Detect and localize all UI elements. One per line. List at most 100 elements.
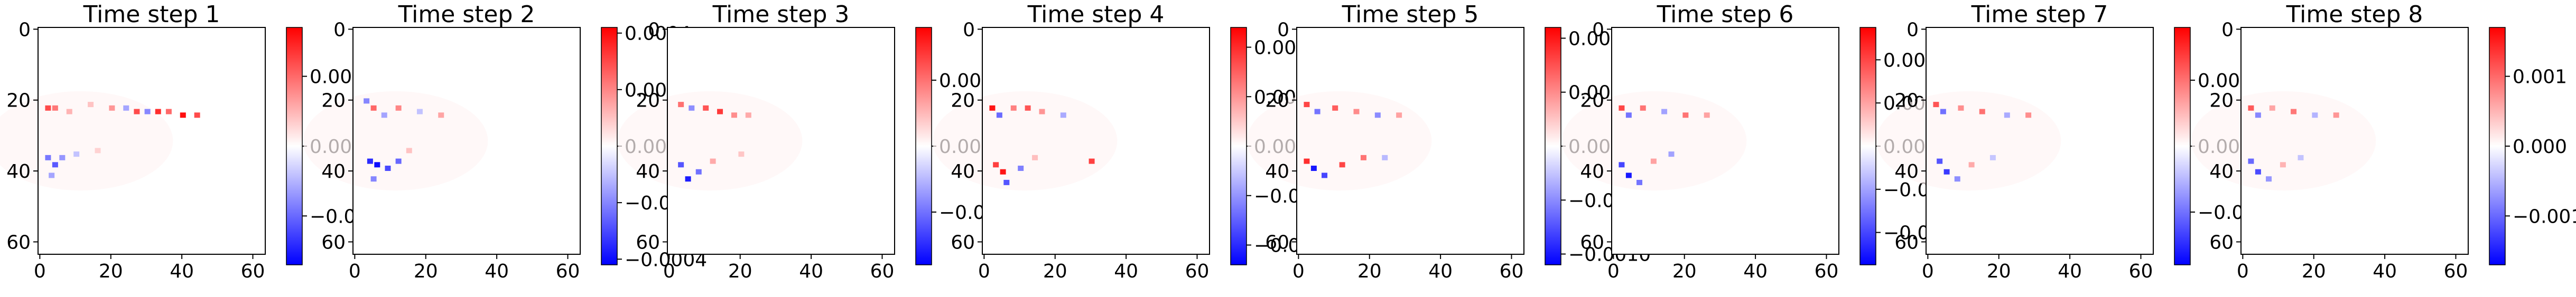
- heatmap-cell: [144, 109, 151, 114]
- x-tick-label: 20: [2302, 261, 2326, 282]
- y-tick-label: 60: [321, 232, 346, 253]
- heatmap-cell: [45, 155, 51, 160]
- heatmap-cell: [1032, 155, 1038, 160]
- heatmap-cell: [1943, 169, 1950, 175]
- panel-7: Time step 702040600204060−0.00050.00000.…: [1876, 1, 2280, 282]
- y-tick-label: 0: [1907, 19, 1919, 41]
- colorbar: [601, 27, 618, 265]
- wake-region: [0, 91, 173, 191]
- x-tick-label: 0: [1922, 261, 1934, 282]
- x-tick-label: 60: [870, 261, 895, 282]
- x-tick-label: 40: [485, 261, 509, 282]
- heatmap-cell: [689, 105, 695, 111]
- heatmap-cell: [59, 155, 66, 160]
- panel-1: Time step 102040600204060−0.0010.0000.00…: [0, 1, 380, 282]
- y-tick-label: 60: [636, 232, 660, 253]
- heatmap-cell: [95, 148, 101, 154]
- heatmap-cell: [1396, 112, 1402, 118]
- panel-8: Time step 80 20 40 600204060−0.0010.0000.00…: [2191, 1, 2576, 282]
- panels: Time step 102040600204060−0.0010.0000.00…: [0, 1, 2576, 282]
- heatmap-cell: [416, 109, 423, 114]
- heatmap-cell: [745, 112, 751, 118]
- heatmap-cell: [2255, 112, 2261, 118]
- y-tick-label: 60: [1894, 232, 1919, 253]
- heatmap-cell: [2248, 105, 2254, 111]
- heatmap-cell: [1940, 109, 1946, 114]
- colorbar: [286, 27, 303, 265]
- heatmap-cell: [180, 112, 186, 118]
- heatmap-cell: [364, 98, 370, 104]
- heatmap-cell: [1314, 109, 1320, 114]
- heatmap-cell: [678, 162, 684, 168]
- x-tick-label: 40: [799, 261, 823, 282]
- heatmap-cell: [685, 176, 691, 182]
- y-tick-label: 40: [951, 161, 975, 183]
- x-tick-label: 0: [663, 261, 675, 282]
- heatmap-cell: [45, 105, 51, 111]
- axes-frame: [352, 27, 581, 255]
- heatmap-cell: [1650, 158, 1657, 164]
- heatmap-cell: [385, 166, 391, 171]
- heatmap-cell: [2291, 109, 2297, 114]
- heatmap-cell: [1374, 112, 1381, 118]
- colorbar-tick-label: −0.001: [2513, 206, 2576, 227]
- heatmap-cell: [194, 112, 200, 118]
- x-tick-label: 20: [1357, 261, 1382, 282]
- heatmap-cell: [738, 151, 745, 157]
- heatmap-cell: [1304, 158, 1310, 164]
- heatmap-cell: [109, 105, 115, 111]
- colorbar: [1859, 27, 1876, 265]
- heatmap-cell: [66, 109, 72, 114]
- heatmap-cell: [2266, 176, 2272, 182]
- y-tick-label: 60: [1265, 232, 1289, 253]
- y-tick-label: 0: [1592, 19, 1604, 41]
- wake-region: [1561, 91, 1747, 191]
- x-tick-label: 20: [1987, 261, 2011, 282]
- axes-frame: [38, 27, 266, 255]
- y-tick-label: 60: [1580, 232, 1604, 253]
- heatmap-cell: [2004, 112, 2010, 118]
- colorbar-tick-label: 0.000: [2513, 136, 2567, 158]
- heatmap-cell: [2298, 155, 2304, 160]
- heatmap-cell: [695, 169, 702, 175]
- y-tick-label: 0: [1277, 19, 1289, 41]
- y-tick-label: 20: [2209, 90, 2234, 112]
- colorbar-tick-label: 0.001: [2513, 66, 2567, 88]
- heatmap-cell: [370, 105, 377, 111]
- y-tick-label: 60: [2209, 232, 2234, 253]
- heatmap-cell: [703, 105, 709, 111]
- panel-title: Time step 5: [1342, 1, 1479, 28]
- heatmap-cell: [1003, 179, 1010, 185]
- panel-title: Time step 7: [1971, 1, 2108, 28]
- heatmap-cell: [996, 112, 1002, 118]
- x-tick-label: 40: [2058, 261, 2082, 282]
- y-tick-label: 40: [6, 161, 31, 183]
- x-tick-label: 60: [1185, 261, 1210, 282]
- wake-region: [1247, 91, 1432, 191]
- heatmap-cell: [374, 162, 380, 168]
- heatmap-cell: [370, 176, 377, 182]
- axes-frame: [667, 27, 895, 255]
- colorbar: [2489, 27, 2506, 265]
- panel-title: Time step 6: [1657, 1, 1794, 28]
- x-tick-label: 20: [99, 261, 123, 282]
- axes-frame: [1611, 27, 1839, 255]
- heatmap-cell: [2280, 162, 2286, 168]
- heatmap-cell: [1625, 112, 1632, 118]
- x-tick-label: 20: [1043, 261, 1067, 282]
- heatmap-cell: [2312, 112, 2318, 118]
- heatmap-cell: [395, 158, 402, 164]
- heatmap-cell: [717, 109, 723, 114]
- heatmap-cell: [1619, 162, 1625, 168]
- y-tick-label: 60: [951, 232, 975, 253]
- x-tick-label: 60: [556, 261, 580, 282]
- heatmap-cell: [1682, 112, 1689, 118]
- wake-region: [1876, 91, 2061, 191]
- axes-frame: [2240, 27, 2469, 255]
- heatmap-cell: [1937, 158, 1943, 164]
- x-tick-label: 60: [2129, 261, 2153, 282]
- y-tick-label: 40: [1580, 161, 1604, 183]
- heatmap-cell: [438, 112, 444, 118]
- heatmap-cell: [1039, 109, 1045, 114]
- panel-title: Time step 3: [712, 1, 850, 28]
